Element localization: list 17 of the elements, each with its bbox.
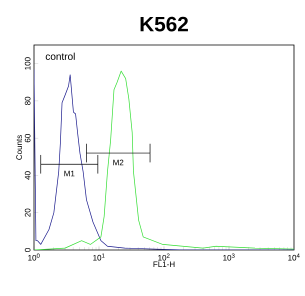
annotation: M2 bbox=[113, 160, 124, 166]
annotation: control bbox=[46, 52, 75, 60]
x-axis-title: FL1-H bbox=[154, 261, 174, 267]
y-tick-label: 60 bbox=[24, 134, 30, 142]
x-tick-label: 10$^{0}$ bbox=[28, 254, 40, 261]
x-tick-label: 10$^{1}$ bbox=[93, 254, 105, 261]
x-tick-label: 10$^{4}$ bbox=[288, 254, 300, 261]
y-tick-label: 0 bbox=[24, 248, 30, 252]
y-tick-label: 100 bbox=[24, 57, 30, 70]
x-tick-label: 10$^{2}$ bbox=[158, 254, 170, 261]
y-tick-label: 40 bbox=[24, 171, 30, 180]
annotation: M1 bbox=[64, 170, 74, 176]
y-tick-label: 20 bbox=[24, 208, 30, 217]
chart-title: K562 bbox=[140, 16, 188, 32]
y-axis-title: Counts bbox=[16, 135, 22, 160]
y-tick-label: 80 bbox=[24, 96, 30, 106]
x-tick-label: 10$^{3}$ bbox=[223, 254, 235, 261]
